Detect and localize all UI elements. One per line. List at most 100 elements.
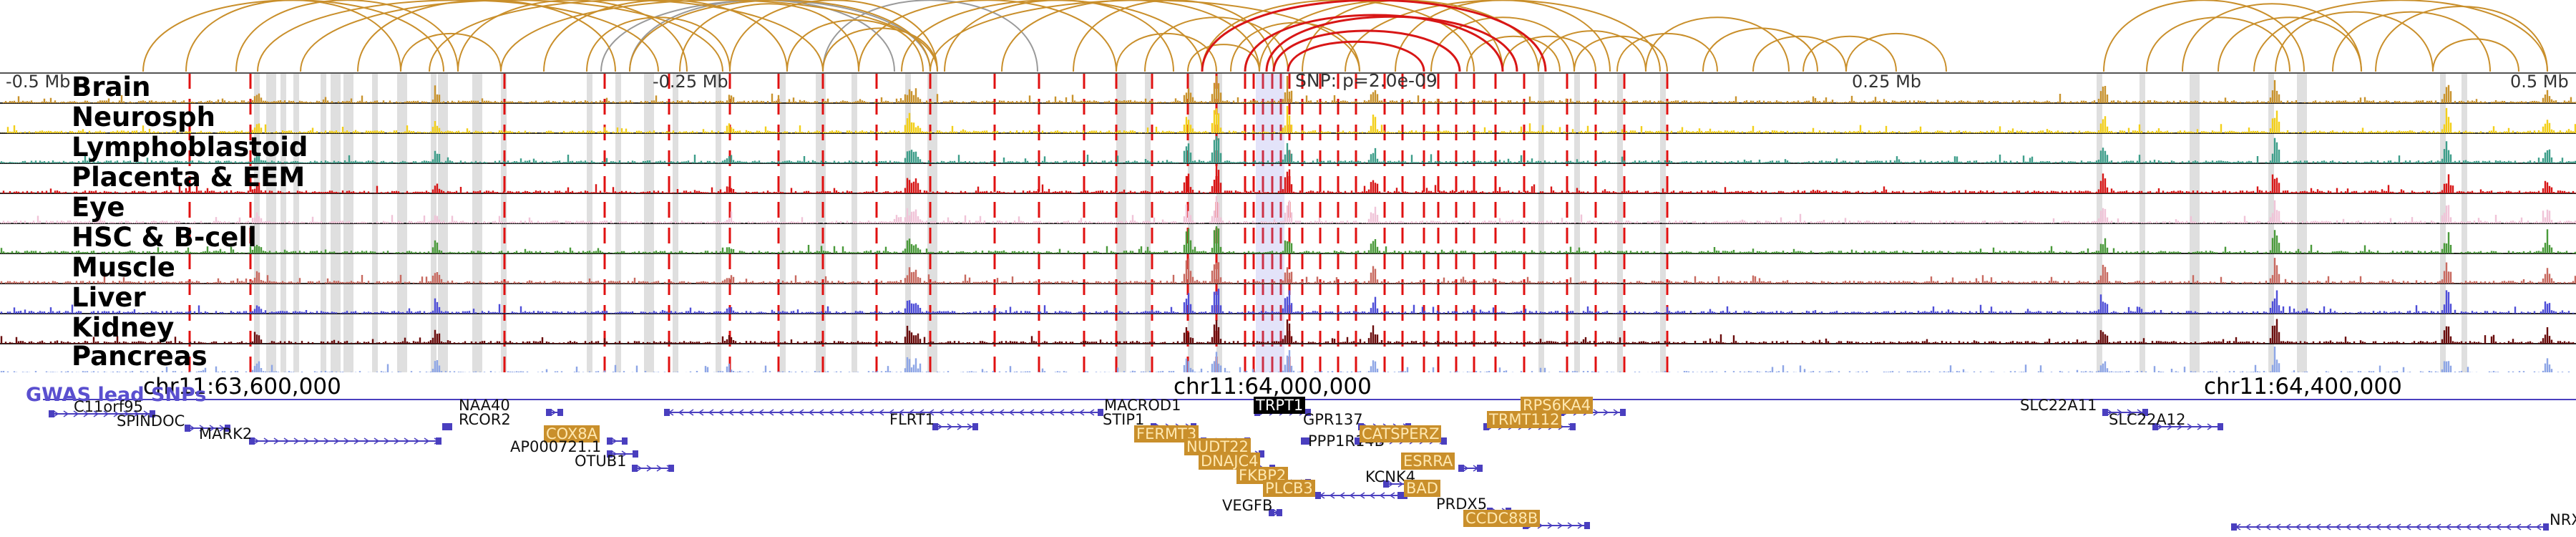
strand-arrow [1387,480,1394,488]
strand-arrow [263,437,270,445]
gene-label[interactable]: TRPT1 [1254,397,1306,414]
gene-label[interactable]: TRMT112 [1487,411,1562,428]
gene-label[interactable]: FLRT1 [889,411,935,428]
gene-label[interactable]: MARK2 [199,425,253,442]
signal-0 [2,76,2576,103]
interaction-arc [679,3,859,72]
exon [249,437,255,445]
gene-label[interactable]: MACROD1 [1104,397,1181,414]
strand-arrow [293,437,300,445]
exon [1397,492,1403,499]
strand-arrow [343,437,350,445]
gene-label[interactable]: VEGFB [1222,497,1273,514]
exon [1383,480,1389,488]
strand-arrow [2495,523,2502,531]
interaction-arc [2432,38,2519,72]
exon [1570,423,1576,430]
strand-arrow [550,409,557,416]
strand-arrow [209,425,215,432]
gene-label[interactable]: AP000721.1 [510,438,602,455]
interaction-arc [185,0,401,72]
strand-arrow [2395,523,2401,531]
interaction-arc [1230,21,1360,72]
strand-arrow [2345,523,2351,531]
gene-label[interactable]: GPR137 [1303,411,1363,428]
strand-arrow [384,437,390,445]
interaction-arc [1538,30,1646,72]
strand-arrow [2325,523,2331,531]
strand-arrow [967,423,973,430]
interaction-arc [1259,0,1539,72]
interaction-arc [1702,27,1818,72]
interaction-arc [1616,33,1718,72]
signal-5 [0,226,2576,253]
strand-arrow [1329,492,1335,499]
strand-arrow [1018,409,1025,416]
strand-arrow [918,409,924,416]
strand-arrow [788,409,794,416]
gene-label[interactable]: CATSPERZ [1360,425,1442,442]
exon [1441,437,1447,445]
strand-arrow [1068,409,1075,416]
exon [1259,450,1264,458]
track-label-placenta: Placenta & EEM [72,162,306,193]
strand-arrow [2525,523,2532,531]
strand-arrow [374,437,380,445]
coordinate-label-2: chr11:64,000,000 [1174,374,1372,400]
strand-arrow [938,409,945,416]
signal-1 [0,106,2576,133]
strand-arrow [708,409,714,416]
gene-label[interactable]: OTUB1 [575,453,627,470]
gene-label[interactable]: CCDC88B [1463,510,1541,527]
gene-label[interactable]: BAD [1404,480,1440,497]
strand-arrow [2207,423,2213,430]
strand-arrow [808,409,814,416]
interaction-arc [822,27,938,72]
interaction-arc [1201,0,1475,72]
gene-label[interactable]: RCOR2 [459,411,511,428]
strand-arrow [738,409,744,416]
strand-arrow [818,409,824,416]
gene-label[interactable]: SPINDOC [117,412,185,430]
gene-label[interactable]: COX8A [544,425,600,442]
gene-label[interactable]: NAA40 [459,397,510,414]
interaction-arc [2375,6,2548,72]
strand-arrow [1058,409,1065,416]
snp-pvalue-label: SNP: p=2.0e-09 [1295,70,1438,91]
strand-arrow [2335,523,2341,531]
exon [1098,409,1103,416]
strand-arrow [1567,522,1574,529]
highlight-arc [1265,15,1518,72]
exon [1620,409,1626,416]
interaction-arc [1345,0,1661,72]
gene-label[interactable]: PLCB3 [1263,480,1315,497]
gene-label[interactable]: ESRRA [1401,453,1455,470]
strand-arrow [143,410,150,417]
exon [2152,423,2158,430]
strand-arrow [978,409,985,416]
interaction-arc [400,33,502,72]
strand-arrow [1593,409,1599,416]
strand-arrow [898,409,904,416]
gene-label[interactable]: C11orf95 [74,398,143,415]
signal-3 [0,166,2576,193]
exon [1305,409,1311,416]
interaction-arc [858,0,1117,72]
strand-arrow [968,409,975,416]
exon [185,425,190,432]
gene-label[interactable]: SLC22A11 [2020,397,2097,414]
interaction-arcs [142,0,2548,72]
strand-arrow [2265,523,2271,531]
track-label-neurosph: Neurosph [72,102,215,132]
strand-arrow [1349,492,1355,499]
exon [150,410,155,417]
strand-arrow [838,409,844,416]
strand-arrow [908,409,914,416]
signal-4 [0,196,2576,223]
gene-label[interactable]: NRXN2 [2550,511,2576,528]
gene-label[interactable]: SLC22A12 [2109,411,2186,428]
interaction-arc [1645,16,1790,72]
strand-arrow [63,410,69,417]
strand-arrow [2415,523,2421,531]
strand-arrow [798,409,804,416]
